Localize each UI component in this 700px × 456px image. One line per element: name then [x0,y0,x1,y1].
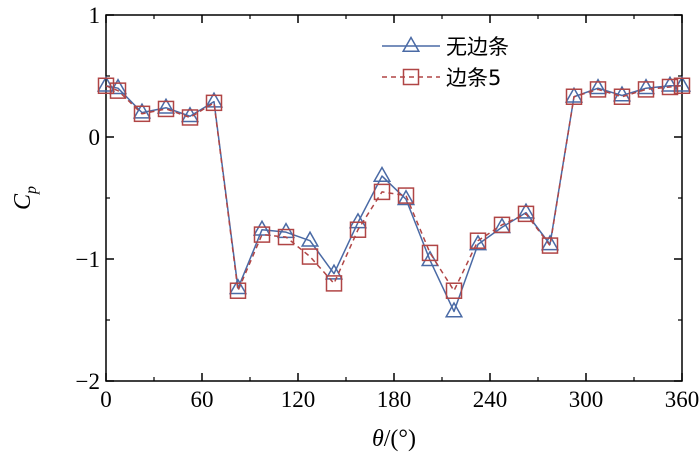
data-point-square [229,282,247,299]
data-point-square [181,109,199,126]
data-point-triangle [348,212,368,229]
y-axis-title: Cp [10,186,40,210]
data-point-square [325,275,343,292]
x-tick-label: 120 [281,387,316,412]
x-tick-label: 180 [377,387,412,412]
data-point-square [661,78,679,96]
x-tick-label: 0 [100,387,112,412]
x-tick-label: 300 [569,387,604,412]
data-point-square [373,183,391,201]
data-point-triangle [396,189,416,206]
legend-marker-square [402,68,420,86]
data-point-square [397,187,415,204]
series-line-square [105,85,683,292]
data-point-triangle [132,102,152,119]
data-point-square [205,94,223,112]
data-point-square [469,232,487,249]
data-point-triangle [588,78,608,95]
data-point-triangle [516,202,536,219]
data-point-square [493,216,511,234]
data-point-square [109,82,127,99]
x-tick-label: 360 [665,387,700,412]
data-point-triangle [636,78,656,95]
data-point-triangle [540,234,560,251]
data-point-square [673,77,691,95]
y-tick-label: 1 [89,3,101,28]
data-point-square [613,88,631,105]
y-tick-label: −2 [76,369,100,394]
y-tick-label: −1 [76,247,100,272]
data-point-square [277,228,295,246]
x-tick-label: 60 [191,387,214,412]
data-point-triangle [564,86,584,103]
data-point-square [541,237,559,254]
data-point-square [589,81,607,98]
data-point-square [301,248,319,265]
data-point-triangle [324,263,344,280]
data-point-triangle [300,230,320,247]
data-point-triangle [420,250,440,267]
data-point-square [445,282,463,299]
data-point-square [133,105,151,123]
data-point-triangle [228,278,248,295]
data-point-square [421,244,439,262]
plot-frame [105,14,683,382]
data-point-triangle [156,97,176,114]
data-point-square [253,226,271,243]
data-point-square [517,205,535,223]
legend-marker-triangle [401,35,421,53]
data-point-triangle [612,85,632,102]
data-point-square [565,88,583,105]
y-tick-label: 0 [89,125,101,150]
data-point-square [157,100,175,118]
legend-label: 无边条 [446,35,509,59]
data-point-square [97,77,115,95]
data-point-triangle [444,301,464,318]
data-point-triangle [276,222,296,239]
data-point-square [349,221,367,238]
data-point-triangle [468,234,488,251]
x-axis-title: θ/(°) [372,426,416,452]
data-point-triangle [372,166,392,183]
data-point-square [637,81,655,98]
data-point-triangle [252,219,272,236]
series-line-triangle [105,85,682,313]
x-tick-label: 240 [473,387,508,412]
legend-label: 边条5 [446,66,501,90]
